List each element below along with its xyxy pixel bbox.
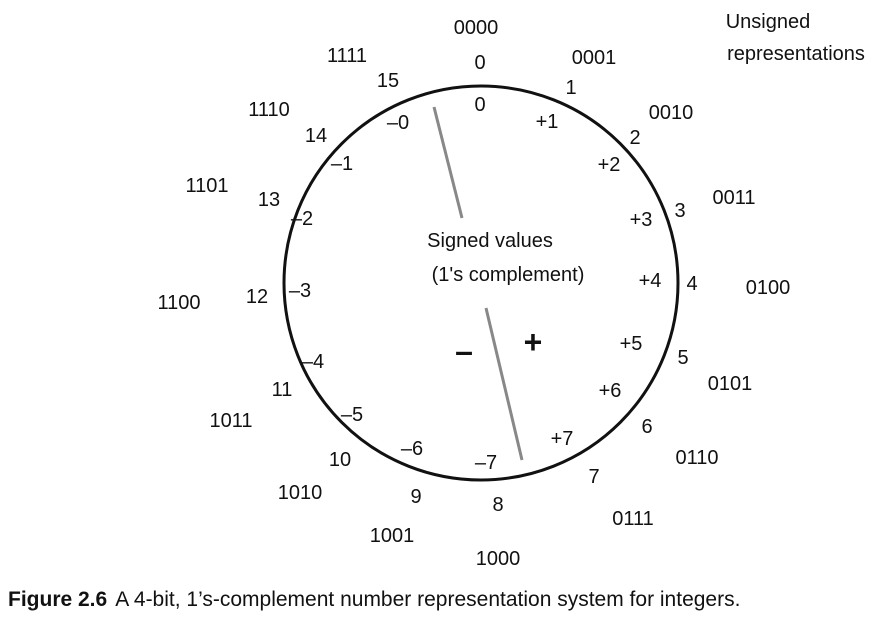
signed-label: +2 <box>598 154 621 176</box>
unsigned-label: 7 <box>588 466 599 488</box>
binary-label: 1101 <box>185 175 228 197</box>
unsigned-label: 9 <box>410 486 421 508</box>
signed-label: +1 <box>536 111 559 133</box>
legend-line1: Unsigned <box>726 11 811 33</box>
binary-label: 1100 <box>157 292 200 314</box>
unsigned-label: 5 <box>677 347 688 369</box>
signed-label: –1 <box>331 153 353 175</box>
binary-label: 1110 <box>248 99 290 121</box>
signed-label: +4 <box>639 270 662 292</box>
binary-label: 0001 <box>572 47 617 69</box>
unsigned-label: 10 <box>329 449 351 471</box>
number-circle-diagram: Signed values (1's complement) – + Unsig… <box>157 11 865 570</box>
unsigned-label: 1 <box>565 77 576 99</box>
signed-label: –3 <box>289 280 311 302</box>
signed-label: +5 <box>620 333 643 355</box>
binary-label: 0011 <box>712 187 755 209</box>
unsigned-label: 15 <box>377 70 399 92</box>
binary-label: 0111 <box>612 508 654 530</box>
binary-label: 0000 <box>454 17 499 39</box>
binary-label: 0100 <box>746 277 791 299</box>
caption-label: Figure 2.6 <box>8 588 108 611</box>
signed-label: –0 <box>387 112 409 134</box>
binary-label: 1011 <box>209 410 252 432</box>
unsigned-label: 3 <box>674 200 685 222</box>
number-circle <box>282 84 680 482</box>
plus-region-symbol: + <box>524 324 543 360</box>
upper-divider-line <box>432 106 464 219</box>
binary-label: 0010 <box>649 102 694 124</box>
unsigned-label: 2 <box>629 127 640 149</box>
signed-label: +3 <box>630 209 653 231</box>
signed-label: –4 <box>302 351 324 373</box>
caption-text: A 4-bit, 1’s-complement number represent… <box>115 588 741 611</box>
signed-label: –5 <box>341 404 363 426</box>
lower-divider-line <box>484 307 524 461</box>
unsigned-label: 13 <box>258 189 280 211</box>
unsigned-label: 0 <box>474 52 485 74</box>
unsigned-label: 14 <box>305 125 327 147</box>
binary-label: 0101 <box>708 373 753 395</box>
signed-label: –7 <box>475 452 497 474</box>
signed-label: +6 <box>599 380 622 402</box>
signed-label: +7 <box>551 428 574 450</box>
center-label-line2: (1's complement) <box>432 264 585 286</box>
minus-region-symbol: – <box>455 333 473 369</box>
center-label-line1: Signed values <box>427 230 553 252</box>
unsigned-label: 6 <box>641 416 652 438</box>
unsigned-label: 12 <box>246 286 268 308</box>
binary-label: 1010 <box>278 482 323 504</box>
figure-caption: Figure 2.6 A 4-bit, 1’s-complement number… <box>8 588 888 612</box>
signed-label: 0 <box>474 94 485 116</box>
binary-label: 1000 <box>476 548 521 570</box>
binary-label: 0110 <box>675 447 718 469</box>
unsigned-label: 4 <box>686 273 697 295</box>
unsigned-label: 8 <box>492 494 503 516</box>
signed-label: –6 <box>401 438 423 460</box>
legend-line2: representations <box>727 43 865 65</box>
binary-label: 1001 <box>370 525 415 547</box>
binary-label: 1111 <box>327 45 367 67</box>
unsigned-label: 11 <box>272 379 293 401</box>
signed-label: –2 <box>291 208 313 230</box>
